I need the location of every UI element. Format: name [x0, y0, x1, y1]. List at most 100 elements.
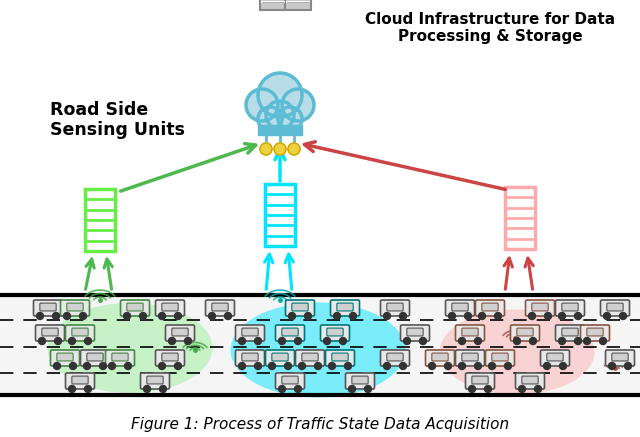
FancyBboxPatch shape [162, 353, 178, 361]
Circle shape [255, 337, 262, 344]
FancyBboxPatch shape [72, 376, 88, 384]
Circle shape [349, 312, 356, 319]
FancyBboxPatch shape [326, 350, 355, 366]
FancyBboxPatch shape [492, 353, 508, 361]
FancyBboxPatch shape [120, 300, 150, 316]
Circle shape [289, 312, 296, 319]
Circle shape [239, 337, 246, 344]
Circle shape [609, 363, 616, 370]
FancyBboxPatch shape [57, 353, 73, 361]
Circle shape [285, 363, 291, 370]
Circle shape [529, 337, 536, 344]
Circle shape [365, 385, 371, 392]
FancyBboxPatch shape [511, 325, 540, 341]
Circle shape [559, 363, 566, 370]
FancyBboxPatch shape [162, 303, 178, 311]
Circle shape [495, 312, 502, 319]
FancyBboxPatch shape [612, 353, 628, 361]
FancyBboxPatch shape [462, 353, 478, 361]
FancyBboxPatch shape [285, 300, 314, 316]
Circle shape [278, 107, 302, 131]
Circle shape [529, 312, 536, 319]
FancyBboxPatch shape [147, 376, 163, 384]
FancyBboxPatch shape [505, 187, 535, 249]
Circle shape [474, 337, 481, 344]
FancyBboxPatch shape [462, 328, 478, 336]
FancyBboxPatch shape [285, 0, 311, 10]
FancyBboxPatch shape [242, 353, 258, 361]
FancyBboxPatch shape [106, 350, 134, 366]
FancyBboxPatch shape [72, 328, 88, 336]
Circle shape [109, 363, 115, 370]
Circle shape [474, 363, 481, 370]
Circle shape [600, 337, 607, 344]
Circle shape [125, 363, 131, 370]
Circle shape [278, 337, 285, 344]
Circle shape [84, 385, 92, 392]
FancyBboxPatch shape [332, 353, 348, 361]
Text: Cloud Infrastructure for Data
Processing & Storage: Cloud Infrastructure for Data Processing… [365, 12, 615, 44]
Circle shape [479, 312, 486, 319]
FancyBboxPatch shape [156, 300, 184, 316]
Circle shape [620, 312, 627, 319]
FancyBboxPatch shape [515, 373, 545, 389]
Circle shape [124, 312, 131, 319]
Circle shape [288, 143, 300, 155]
Circle shape [184, 337, 191, 344]
Circle shape [534, 385, 541, 392]
FancyBboxPatch shape [387, 303, 403, 311]
FancyBboxPatch shape [381, 350, 410, 366]
Circle shape [260, 143, 272, 155]
Circle shape [38, 337, 45, 344]
Circle shape [513, 337, 520, 344]
Circle shape [344, 363, 351, 370]
FancyBboxPatch shape [275, 373, 305, 389]
Circle shape [504, 363, 511, 370]
Circle shape [458, 363, 465, 370]
FancyBboxPatch shape [282, 376, 298, 384]
FancyBboxPatch shape [156, 350, 184, 366]
FancyBboxPatch shape [445, 300, 474, 316]
FancyBboxPatch shape [605, 350, 634, 366]
FancyBboxPatch shape [476, 300, 504, 316]
Circle shape [465, 312, 472, 319]
Circle shape [282, 89, 314, 121]
Circle shape [99, 363, 106, 370]
Circle shape [323, 337, 330, 344]
FancyBboxPatch shape [532, 303, 548, 311]
Circle shape [484, 385, 492, 392]
Circle shape [383, 312, 390, 319]
FancyBboxPatch shape [51, 350, 79, 366]
FancyBboxPatch shape [401, 325, 429, 341]
FancyBboxPatch shape [212, 303, 228, 311]
Circle shape [349, 385, 355, 392]
Circle shape [545, 312, 552, 319]
FancyBboxPatch shape [61, 300, 90, 316]
Circle shape [209, 312, 216, 319]
Circle shape [399, 312, 406, 319]
Circle shape [294, 337, 301, 344]
Circle shape [79, 312, 86, 319]
Circle shape [246, 89, 278, 121]
Circle shape [63, 312, 70, 319]
Circle shape [54, 363, 61, 370]
FancyBboxPatch shape [452, 303, 468, 311]
FancyBboxPatch shape [472, 376, 488, 384]
FancyBboxPatch shape [580, 325, 609, 341]
Circle shape [584, 337, 591, 344]
FancyBboxPatch shape [85, 189, 115, 251]
FancyBboxPatch shape [302, 353, 318, 361]
Ellipse shape [440, 309, 595, 395]
FancyBboxPatch shape [482, 303, 498, 311]
FancyBboxPatch shape [87, 353, 103, 361]
FancyBboxPatch shape [321, 325, 349, 341]
FancyBboxPatch shape [352, 376, 368, 384]
Circle shape [168, 337, 175, 344]
Circle shape [294, 385, 301, 392]
Circle shape [52, 312, 60, 319]
Circle shape [403, 337, 410, 344]
FancyBboxPatch shape [81, 350, 109, 366]
Circle shape [604, 312, 611, 319]
Text: Figure 1: Process of Traffic State Data Acquisition: Figure 1: Process of Traffic State Data … [131, 417, 509, 433]
Circle shape [518, 385, 525, 392]
